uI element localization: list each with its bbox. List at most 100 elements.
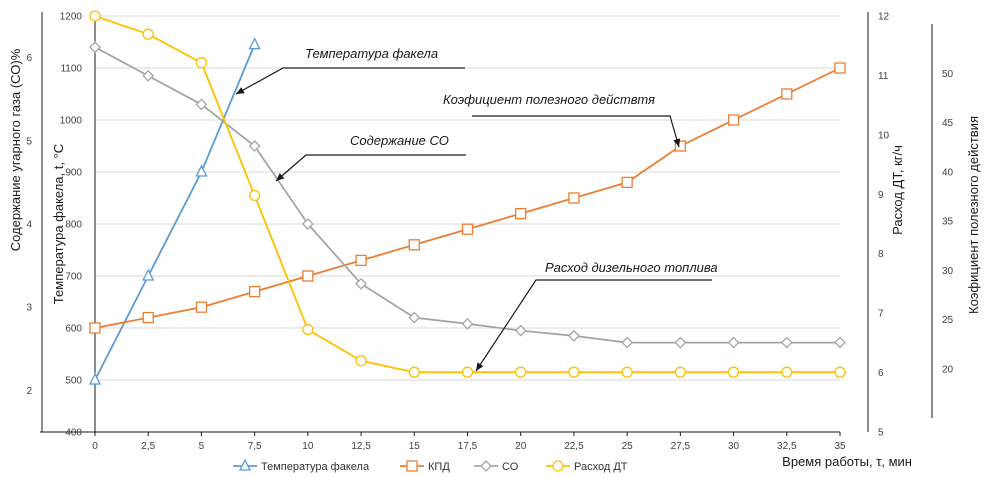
legend-marker-icon bbox=[552, 460, 564, 472]
x-tick-label: 12,5 bbox=[351, 441, 371, 452]
x-tick-label: 15 bbox=[409, 441, 421, 452]
data-point bbox=[515, 366, 527, 378]
series-layer bbox=[88, 10, 846, 385]
y-tick-efficiency: 20 bbox=[942, 364, 954, 375]
data-point bbox=[248, 285, 261, 298]
data-point bbox=[781, 366, 793, 378]
legend-item-со: СО bbox=[474, 460, 519, 473]
y-axis-temperature-title: Температура факела, t, °C bbox=[51, 144, 66, 304]
x-tick-label: 22,5 bbox=[564, 441, 584, 452]
data-point bbox=[568, 329, 580, 342]
series-line bbox=[94, 67, 841, 329]
y-tick-fuel: 11 bbox=[878, 71, 889, 82]
data-point bbox=[568, 192, 580, 204]
annotation-leader-line bbox=[475, 279, 712, 372]
y-tick-co: 6 bbox=[26, 53, 32, 64]
y-axis-fuel-title: Расход ДТ, кг/ч bbox=[890, 145, 905, 235]
y-tick-co: 2 bbox=[26, 386, 32, 397]
y-tick-efficiency: 50 bbox=[942, 69, 954, 80]
annotation-temp: Температура факела bbox=[235, 46, 465, 95]
data-point bbox=[302, 323, 314, 336]
data-point bbox=[355, 355, 367, 367]
x-tick-label: 0 bbox=[92, 441, 98, 452]
y-tick-fuel: 8 bbox=[878, 249, 884, 260]
data-point bbox=[727, 366, 740, 378]
data-point bbox=[142, 311, 154, 324]
data-point bbox=[515, 207, 527, 220]
x-tick-label: 35 bbox=[834, 441, 846, 452]
y-tick-fuel: 12 bbox=[878, 12, 890, 23]
x-axis-title: Время работы, τ, мин bbox=[782, 454, 912, 469]
data-point bbox=[781, 88, 793, 100]
data-point bbox=[834, 62, 846, 74]
data-point bbox=[568, 366, 580, 378]
data-point bbox=[248, 189, 261, 202]
y-tick-temperature: 500 bbox=[65, 376, 82, 387]
y-axis-efficiency-title: Коэфициент полезного действия bbox=[966, 116, 981, 314]
data-point bbox=[89, 10, 101, 22]
x-tick-label: 2,5 bbox=[141, 441, 155, 452]
annotation-label: Содержание СО bbox=[350, 133, 449, 148]
data-point bbox=[195, 164, 208, 177]
data-point bbox=[408, 366, 420, 378]
data-point bbox=[461, 317, 474, 330]
series-кпд bbox=[89, 62, 846, 334]
annotation-layer: Температура факела Коэфициент полезного д… bbox=[235, 46, 718, 372]
legend-item-расход-дт: Расход ДТ bbox=[546, 460, 628, 473]
data-point bbox=[834, 336, 846, 349]
data-point bbox=[674, 336, 687, 349]
legend-item-температура-факела: Температура факела bbox=[233, 458, 370, 473]
y-tick-temperature: 700 bbox=[65, 272, 82, 283]
y-tick-temperature: 800 bbox=[65, 220, 82, 231]
data-point bbox=[727, 114, 740, 126]
annotation-leader-line bbox=[275, 154, 466, 182]
y-tick-temperature: 1000 bbox=[60, 116, 83, 127]
y-tick-fuel: 7 bbox=[878, 309, 884, 320]
series-температура-факела bbox=[88, 37, 261, 385]
legend-marker-icon bbox=[406, 460, 418, 472]
legend-label: Расход ДТ bbox=[574, 461, 628, 473]
legend-item-кпд: КПД bbox=[400, 460, 450, 473]
data-point bbox=[142, 268, 155, 281]
arrow-head-icon bbox=[673, 138, 681, 147]
y-tick-temperature: 600 bbox=[65, 324, 82, 335]
legend-label: КПД bbox=[428, 461, 450, 473]
legend-label: Температура факела bbox=[261, 461, 370, 473]
data-point bbox=[195, 301, 208, 313]
arrow-head-icon bbox=[236, 87, 245, 94]
annotation-fuel: Расход дизельного топлива bbox=[475, 260, 718, 372]
data-point bbox=[89, 322, 101, 334]
data-point bbox=[195, 98, 208, 111]
y-tick-fuel: 5 bbox=[878, 428, 884, 439]
data-point bbox=[621, 336, 634, 349]
data-point bbox=[461, 223, 474, 235]
data-point bbox=[621, 366, 633, 378]
annotation-eff: Коэфициент полезного действтя bbox=[443, 92, 681, 148]
series-line bbox=[94, 44, 256, 381]
data-point bbox=[461, 366, 474, 378]
series-расход-дт bbox=[89, 10, 846, 378]
data-point bbox=[355, 254, 367, 267]
legend-marker-icon bbox=[238, 458, 252, 471]
x-tick-label: 7,5 bbox=[248, 441, 262, 452]
annotation-label: Коэфициент полезного действтя bbox=[443, 92, 655, 107]
y-tick-fuel: 10 bbox=[878, 130, 890, 141]
arrow-head-icon bbox=[276, 173, 285, 181]
data-point bbox=[142, 28, 154, 40]
x-tick-label: 5 bbox=[199, 441, 205, 452]
legend-marker-icon bbox=[480, 460, 492, 472]
axes-layer: 400 500 600 700 800 900 1000 1100 1200 0 2,5 5 7,5 10… bbox=[8, 12, 981, 470]
data-point bbox=[88, 372, 102, 385]
data-point bbox=[142, 69, 155, 82]
y-tick-efficiency: 25 bbox=[942, 315, 954, 326]
data-point bbox=[355, 277, 367, 290]
legend-label: СО bbox=[502, 461, 519, 473]
y-tick-co: 4 bbox=[26, 220, 32, 231]
data-point bbox=[780, 336, 793, 349]
y-tick-fuel: 9 bbox=[878, 190, 884, 201]
y-tick-efficiency: 30 bbox=[942, 266, 954, 277]
y-tick-temperature: 1100 bbox=[60, 64, 82, 75]
data-point bbox=[514, 324, 527, 337]
